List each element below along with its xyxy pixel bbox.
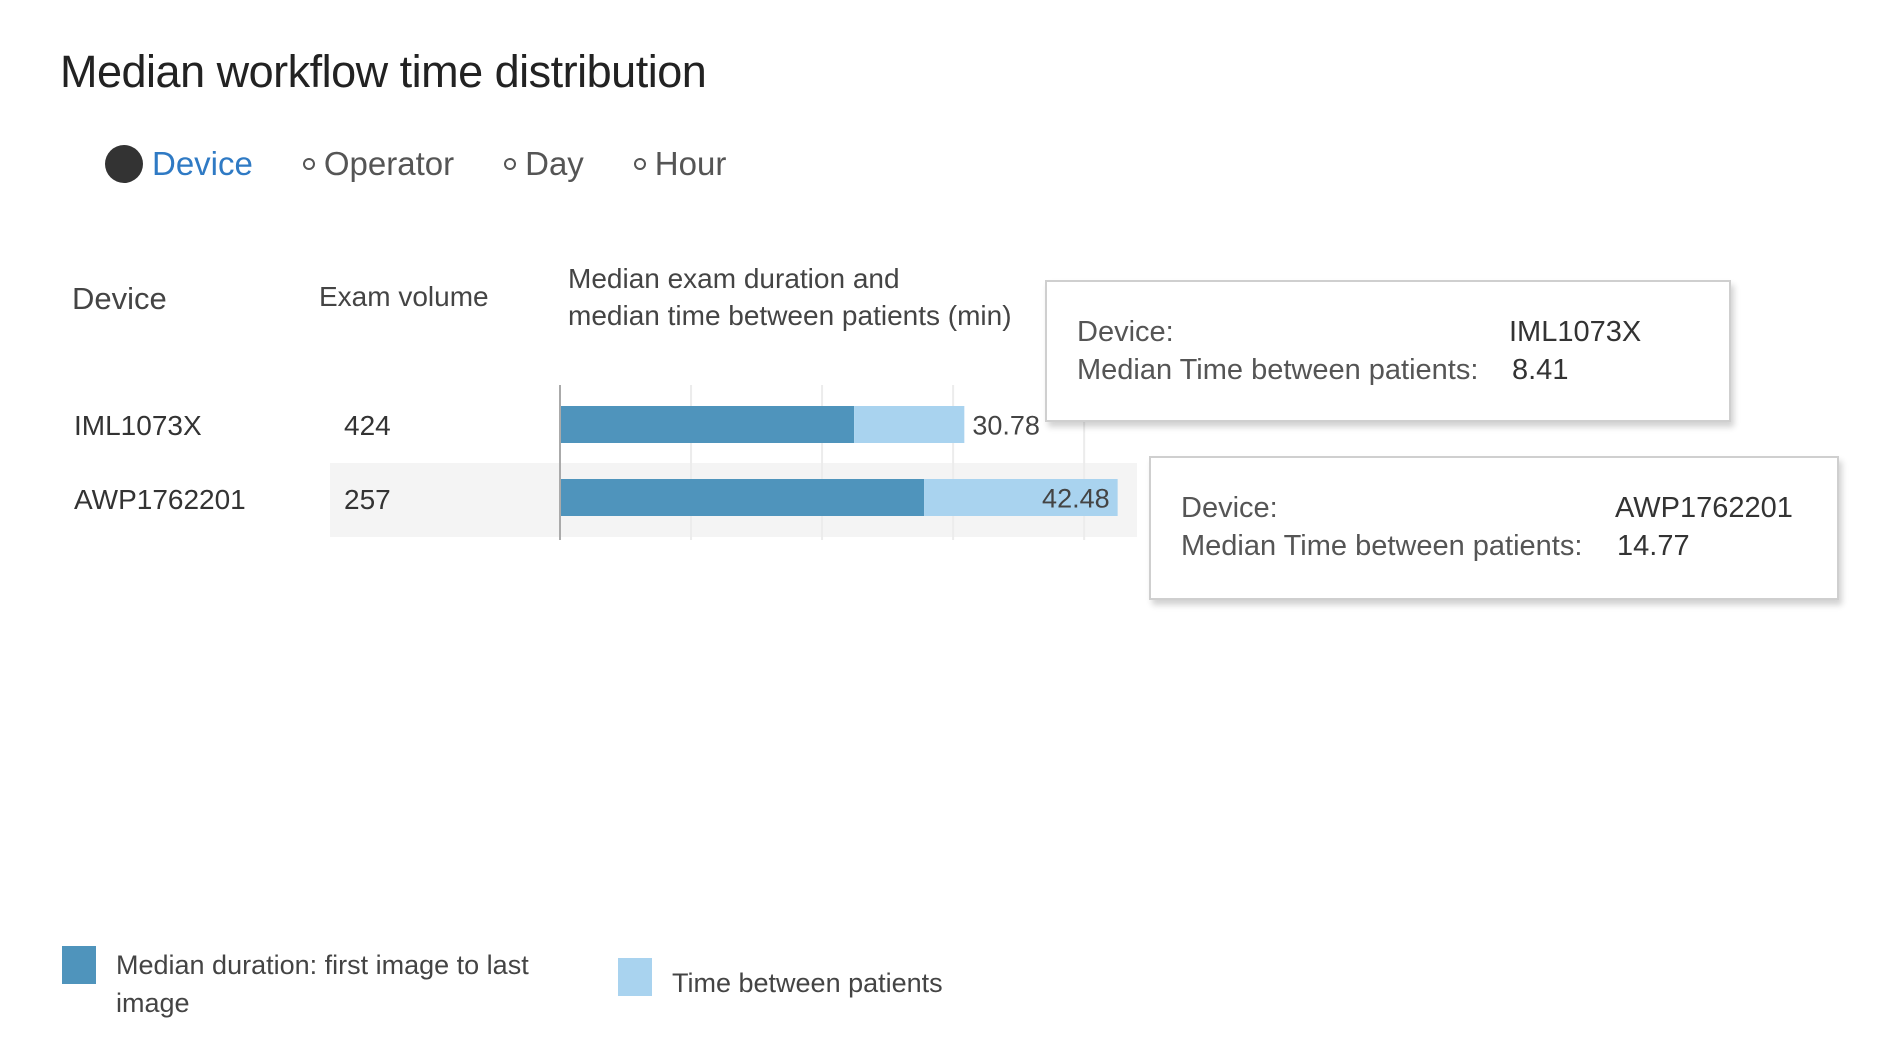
between-bar <box>924 479 1118 516</box>
legend-item-between: Time between patients <box>618 958 943 1002</box>
legend-between-label: Time between patients <box>672 968 943 998</box>
legend-between-swatch <box>618 958 652 996</box>
radio-unselected-icon <box>504 158 517 170</box>
legend-duration-swatch <box>62 946 96 984</box>
radio-hour[interactable]: Hour <box>633 145 727 183</box>
radio-unselected-icon <box>633 158 646 170</box>
exam-volume-cell: 257 <box>344 484 391 515</box>
tooltip-awp1762201: Device: AWP1762201 Median Time between p… <box>1149 456 1839 600</box>
column-header-device: Device <box>72 281 167 316</box>
group-by-radio-group: Device Operator Day Hour <box>105 140 776 188</box>
radio-operator-label: Operator <box>323 145 455 182</box>
device-cell: AWP1762201 <box>74 484 246 515</box>
stacked-bar-chart: 30.78 42.48 <box>559 385 1118 540</box>
table-row[interactable]: AWP1762201 257 <box>72 478 552 528</box>
duration-bar <box>561 479 925 516</box>
column-header-median: Median exam duration and median time bet… <box>568 260 1012 334</box>
legend-duration-line2: image <box>116 988 190 1018</box>
tooltip-metric-label: Median Time between patients: <box>1181 530 1583 562</box>
tooltip-device-label: Device: <box>1077 316 1174 348</box>
radio-device[interactable]: Device <box>105 145 253 183</box>
radio-selected-icon <box>105 145 143 183</box>
tooltip-device-value: IML1073X <box>1509 316 1642 348</box>
tooltip-metric-value: 14.77 <box>1617 530 1690 562</box>
table-row[interactable]: IML1073X 424 <box>72 404 552 454</box>
column-header-median-line1: Median exam duration and <box>568 263 900 294</box>
bar-total-label: 42.48 <box>1042 484 1110 514</box>
duration-bar <box>561 406 855 443</box>
legend-item-duration: Median duration: first image to last ima… <box>62 946 529 1022</box>
tooltip-device-label: Device: <box>1181 492 1278 524</box>
tooltip-metric-value: 8.41 <box>1512 354 1569 386</box>
tooltip-device-value: AWP1762201 <box>1615 492 1793 524</box>
page-title: Median workflow time distribution <box>60 46 707 97</box>
column-header-exam-volume: Exam volume <box>319 281 489 312</box>
radio-unselected-icon <box>302 158 315 170</box>
device-cell: IML1073X <box>74 410 202 441</box>
tooltip-iml1073x: Device: IML1073X Median Time between pat… <box>1045 280 1731 422</box>
radio-operator[interactable]: Operator <box>302 145 455 183</box>
tooltip-metric-label: Median Time between patients: <box>1077 354 1479 386</box>
column-header-median-line2: median time between patients (min) <box>568 300 1012 331</box>
radio-device-label: Device <box>152 145 253 182</box>
legend-duration-line1: Median duration: first image to last <box>116 950 529 980</box>
radio-day[interactable]: Day <box>504 145 584 183</box>
bar-total-label: 30.78 <box>972 411 1040 441</box>
exam-volume-cell: 424 <box>344 410 391 441</box>
between-bar <box>854 406 965 443</box>
radio-day-label: Day <box>525 145 584 182</box>
radio-hour-label: Hour <box>654 145 727 182</box>
